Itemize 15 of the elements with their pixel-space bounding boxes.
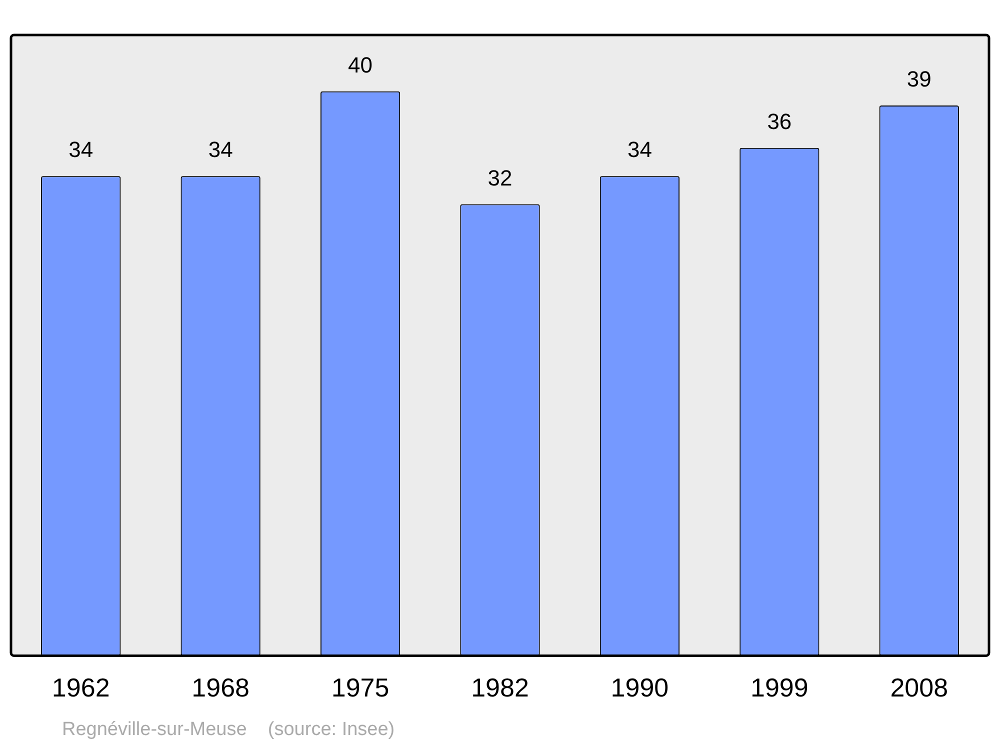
data-label: 40 — [348, 52, 373, 78]
x-tick-label: 1999 — [750, 672, 808, 703]
x-tick-label: 1962 — [52, 672, 110, 703]
x-tick-label: 2008 — [890, 672, 948, 703]
x-tick-label: 1975 — [331, 672, 390, 703]
data-label: 34 — [208, 137, 233, 162]
data-label: 36 — [767, 108, 792, 134]
x-tick-label: 1990 — [610, 672, 669, 703]
data-label: 39 — [906, 66, 932, 92]
x-tick-label: 1982 — [471, 672, 529, 703]
text: Regnéville-sur-Meuse (source: Insee) — [62, 719, 395, 740]
data-label: 34 — [68, 137, 94, 162]
x-tick-label: 1968 — [192, 672, 250, 703]
data-label: 34 — [627, 137, 652, 162]
data-label: 32 — [488, 165, 512, 190]
